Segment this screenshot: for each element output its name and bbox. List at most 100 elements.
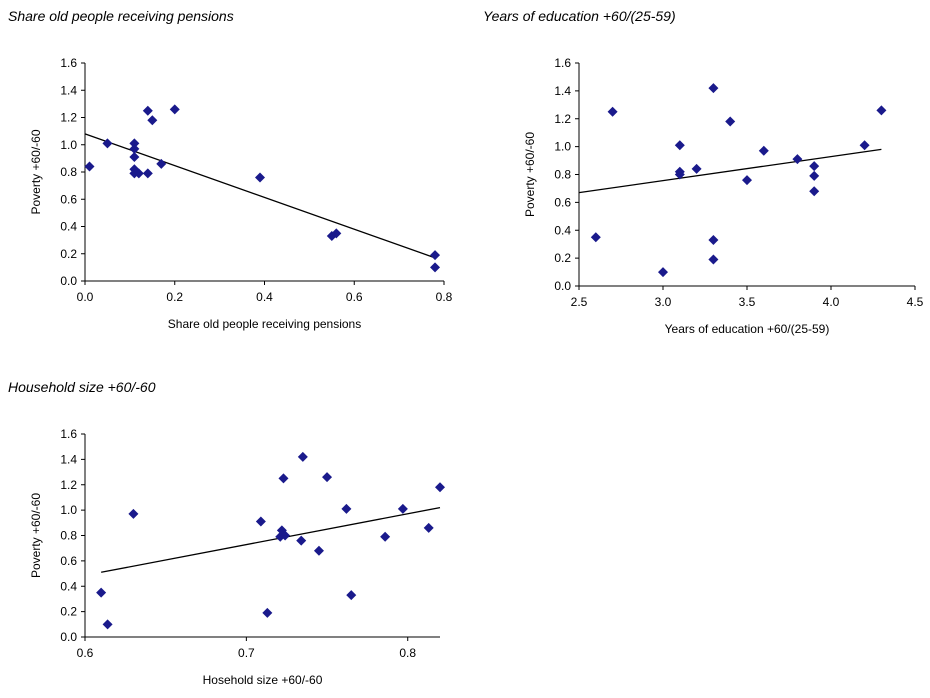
y-tick-label: 0.8 [60,529,77,543]
y-tick-label: 0.4 [60,579,77,593]
y-tick-label: 1.4 [554,84,571,98]
x-tick-label: 0.0 [77,290,94,304]
data-point [430,250,441,261]
data-point [280,530,291,541]
data-point [758,145,769,156]
data-point [296,535,307,546]
x-axis-label: Years of education +60/(25-59) [665,322,830,336]
trendline [578,148,882,194]
y-tick-label: 1.0 [60,503,77,517]
data-point [156,158,167,169]
y-tick-label: 0.8 [60,165,77,179]
data-point [169,104,180,115]
data-point [128,508,139,519]
data-point [142,168,153,179]
data-point [435,482,445,493]
trendline [84,133,436,259]
x-tick-label: 0.4 [256,290,273,304]
data-point [129,152,140,163]
x-tick-label: 0.2 [166,290,183,304]
x-tick-label: 3.5 [739,295,756,309]
data-point [96,587,107,598]
chart-title-household: Household size +60/-60 [8,379,156,395]
data-point [809,186,820,197]
data-point [691,163,702,174]
y-tick-label: 0.8 [554,168,571,182]
data-point [674,140,685,151]
data-point [129,143,140,154]
data-point [708,235,719,246]
data-point [84,161,95,172]
data-point [658,267,668,278]
y-tick-label: 1.4 [60,83,77,97]
data-point [129,138,140,149]
data-point [792,154,803,165]
data-point [876,105,887,116]
data-point [346,590,357,601]
data-point [142,105,153,116]
y-tick-label: 0.2 [60,247,77,261]
y-tick-label: 1.0 [554,140,571,154]
data-point [809,170,820,181]
data-point [102,619,113,630]
y-tick-label: 1.2 [60,111,77,125]
x-tick-label: 0.8 [436,290,453,304]
data-point [322,472,333,483]
data-point [742,175,752,186]
y-tick-label: 0.0 [60,630,77,644]
y-tick-label: 0.0 [554,279,571,293]
y-tick-label: 0.2 [554,251,571,265]
data-point [423,522,434,533]
y-axis-label: Poverty +60/-60 [29,129,43,214]
data-point [255,516,266,527]
x-axis-label: Hosehold size +60/-60 [203,673,323,687]
y-axis-label: Poverty +60/-60 [29,493,43,578]
y-tick-label: 0.0 [60,274,77,288]
y-tick-label: 1.6 [554,56,571,70]
x-tick-label: 0.8 [399,646,416,660]
y-tick-label: 1.6 [60,56,77,70]
x-tick-label: 4.5 [907,295,924,309]
data-point [278,473,289,484]
data-point [331,228,342,239]
y-tick-label: 0.6 [554,195,571,209]
y-tick-label: 0.6 [60,192,77,206]
data-point [725,116,736,127]
y-tick-label: 0.6 [60,554,77,568]
y-tick-label: 0.4 [554,223,571,237]
x-tick-label: 4.0 [823,295,840,309]
y-tick-label: 1.2 [60,478,77,492]
data-point [590,232,601,243]
data-point [341,503,352,514]
x-tick-label: 0.6 [346,290,363,304]
x-tick-label: 0.7 [238,646,255,660]
data-point [297,451,308,462]
x-tick-label: 2.5 [571,295,588,309]
data-point [708,254,719,265]
data-point [859,140,870,151]
data-point [255,172,266,183]
chart-title-education: Years of education +60/(25-59) [483,8,676,24]
data-point [313,545,324,556]
chart-title-pensions: Share old people receiving pensions [8,8,234,24]
data-point [133,168,144,179]
y-tick-label: 1.6 [60,427,77,441]
data-point [708,83,719,94]
x-tick-label: 3.0 [655,295,672,309]
x-tick-label: 0.6 [77,646,94,660]
data-point [380,531,391,542]
trendline [101,506,441,573]
data-point [430,262,441,273]
data-point [147,115,158,126]
data-point [809,161,820,172]
y-tick-label: 1.2 [554,112,571,126]
data-point [262,607,273,618]
data-point [674,169,685,180]
y-tick-label: 1.4 [60,452,77,466]
y-tick-label: 0.4 [60,220,77,234]
y-tick-label: 0.2 [60,605,77,619]
y-tick-label: 1.0 [60,138,77,152]
